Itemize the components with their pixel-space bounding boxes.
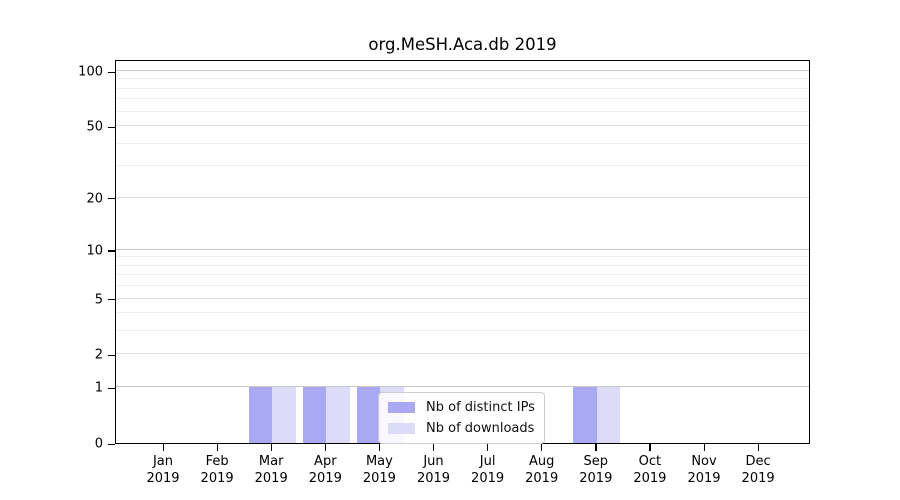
bar-may-distinct-ips bbox=[356, 387, 381, 443]
legend-label-distinct-ips: Nb of distinct IPs bbox=[426, 400, 535, 415]
gridline-y-10 bbox=[116, 248, 809, 250]
gridline-y-1 bbox=[116, 386, 809, 388]
gridline-y-20 bbox=[116, 196, 809, 198]
y-tick-50 bbox=[108, 126, 115, 128]
y-tick-2 bbox=[108, 354, 115, 357]
x-tick-label-may: May 2019 bbox=[362, 454, 396, 486]
x-tick-label-sep: Sep 2019 bbox=[579, 454, 613, 486]
x-tick-jan bbox=[162, 444, 164, 451]
gridline-y-8 bbox=[116, 264, 809, 266]
y-tick-label-1: 1 bbox=[94, 380, 103, 396]
x-tick-jul bbox=[487, 444, 489, 451]
legend-swatch-downloads bbox=[388, 423, 415, 434]
x-tick-dec bbox=[757, 444, 759, 451]
y-tick-5 bbox=[108, 299, 115, 301]
y-tick-1 bbox=[108, 387, 115, 389]
gridline-y-50 bbox=[116, 125, 809, 127]
x-tick-label-apr: Apr 2019 bbox=[308, 454, 342, 486]
x-tick-label-oct: Oct 2019 bbox=[633, 454, 667, 486]
y-tick-label-100: 100 bbox=[78, 64, 103, 80]
x-tick-label-jun: Jun 2019 bbox=[416, 454, 451, 486]
x-tick-aug bbox=[541, 444, 543, 451]
bar-sep-downloads bbox=[596, 387, 621, 443]
x-tick-label-jan: Jan 2019 bbox=[146, 454, 180, 486]
y-tick-label-20: 20 bbox=[86, 191, 103, 207]
gridline-y-40 bbox=[116, 142, 809, 144]
x-tick-feb bbox=[216, 444, 218, 451]
gridline-y-80 bbox=[116, 87, 809, 89]
y-tick-label-2: 2 bbox=[94, 347, 103, 363]
x-tick-may bbox=[378, 444, 381, 451]
legend-swatch-distinct-ips bbox=[388, 402, 415, 413]
x-tick-label-dec: Dec 2019 bbox=[741, 454, 775, 486]
gridline-y-7 bbox=[116, 274, 809, 276]
chart-title: org.MeSH.Aca.db 2019 bbox=[368, 35, 557, 54]
legend: Nb of distinct IPs Nb of downloads bbox=[378, 392, 545, 444]
x-tick-label-mar: Mar 2019 bbox=[254, 454, 288, 486]
gridline-y-100 bbox=[116, 70, 809, 72]
bar-apr-distinct-ips bbox=[302, 387, 327, 443]
gridline-y-90 bbox=[116, 78, 809, 80]
y-tick-label-10: 10 bbox=[86, 243, 103, 259]
gridline-y-30 bbox=[116, 165, 809, 167]
gridline-y-4 bbox=[116, 312, 809, 314]
y-tick-0 bbox=[108, 443, 115, 445]
x-tick-label-aug: Aug 2019 bbox=[525, 454, 559, 486]
plot-area: Nb of distinct IPs Nb of downloads bbox=[115, 60, 810, 444]
y-tick-label-5: 5 bbox=[94, 292, 103, 308]
y-tick-20 bbox=[108, 198, 115, 200]
gridline-y-2 bbox=[116, 353, 809, 355]
x-tick-label-nov: Nov 2019 bbox=[687, 454, 721, 486]
x-tick-label-jul: Jul 2019 bbox=[471, 454, 505, 486]
bar-mar-downloads bbox=[272, 387, 296, 443]
legend-item-distinct-ips: Nb of distinct IPs bbox=[388, 400, 535, 415]
gridline-y-9 bbox=[116, 256, 809, 258]
y-tick-label-50: 50 bbox=[86, 119, 103, 135]
gridline-y-6 bbox=[116, 285, 809, 287]
x-tick-apr bbox=[324, 444, 327, 451]
bar-sep-distinct-ips bbox=[573, 387, 597, 443]
y-tick-label-0: 0 bbox=[94, 436, 103, 452]
gridline-y-5 bbox=[116, 297, 809, 299]
bar-mar-distinct-ips bbox=[248, 387, 273, 443]
gridline-y-3 bbox=[116, 330, 809, 332]
gridline-y-70 bbox=[116, 98, 809, 100]
x-tick-sep bbox=[595, 444, 597, 451]
legend-item-downloads: Nb of downloads bbox=[388, 421, 535, 436]
x-tick-jun bbox=[433, 444, 435, 451]
bar-apr-downloads bbox=[326, 387, 350, 443]
y-tick-10 bbox=[108, 250, 115, 252]
x-tick-mar bbox=[270, 444, 272, 451]
legend-label-downloads: Nb of downloads bbox=[426, 421, 535, 436]
x-tick-label-feb: Feb 2019 bbox=[200, 454, 234, 486]
x-tick-nov bbox=[703, 444, 705, 451]
y-tick-100 bbox=[108, 71, 115, 73]
x-tick-oct bbox=[649, 444, 651, 451]
gridline-y-60 bbox=[116, 110, 809, 112]
